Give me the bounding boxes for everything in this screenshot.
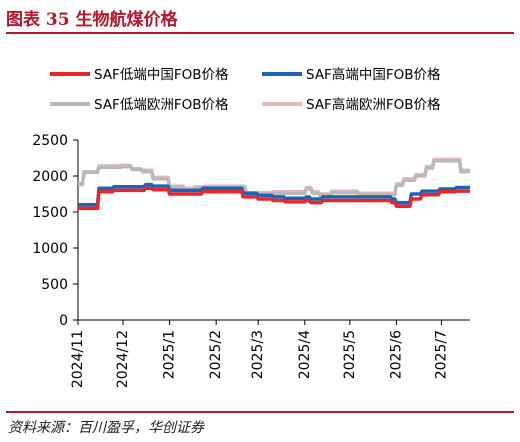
x-tick-label: 2024/11 [70,330,86,388]
y-tick-label: 1000 [32,241,68,257]
price-line-chart: SAF低端中国FOB价格 SAF高端中国FOB价格 SAF低端欧洲FOB价格 SAF高… [32,66,470,388]
x-tick-label: 2025/6 [388,330,404,379]
legend-label-3: SAF低端欧洲FOB价格 [94,97,229,113]
x-tick-label: 2025/2 [208,330,224,379]
legend-label-1: SAF低端中国FOB价格 [94,67,229,83]
figure-header: 图表 35 生物航煤价格 [6,0,514,34]
x-tick-label: 2025/5 [342,330,358,379]
y-tick-label: 0 [59,313,68,329]
x-tick-label: 2024/12 [115,330,131,388]
legend-label-2: SAF高端中国FOB价格 [306,66,441,83]
y-tick-label: 500 [41,277,68,293]
x-tick-label: 2025/7 [433,330,449,379]
series-line-2 [78,182,470,207]
y-tick-label: 1500 [32,205,68,221]
y-axis: 0 500 1000 1500 2000 2500 [32,133,79,329]
x-tick-label: 2025/4 [297,330,313,379]
x-tick-label: 2025/1 [162,330,178,379]
title-divider [6,32,514,34]
source-note: 资料来源：百川盈孚，华创证券 [8,420,204,436]
figure-title: 图表 35 生物航煤价格 [6,10,178,30]
x-axis: 2024/11 2024/12 2025/1 2025/2 2025/3 2025/4 20… [70,319,470,388]
y-tick-label: 2500 [32,133,68,149]
series-line-3 [78,159,470,198]
source-divider [6,411,514,413]
series-line-1 [78,186,470,211]
x-tick-label: 2025/3 [250,330,266,379]
chart-legend: SAF低端中国FOB价格 SAF高端中国FOB价格 SAF低端欧洲FOB价格 SAF高… [50,66,441,113]
legend-label-4: SAF高端欧洲FOB价格 [306,96,441,113]
y-tick-label: 2000 [32,169,68,185]
series-layer [78,157,470,211]
